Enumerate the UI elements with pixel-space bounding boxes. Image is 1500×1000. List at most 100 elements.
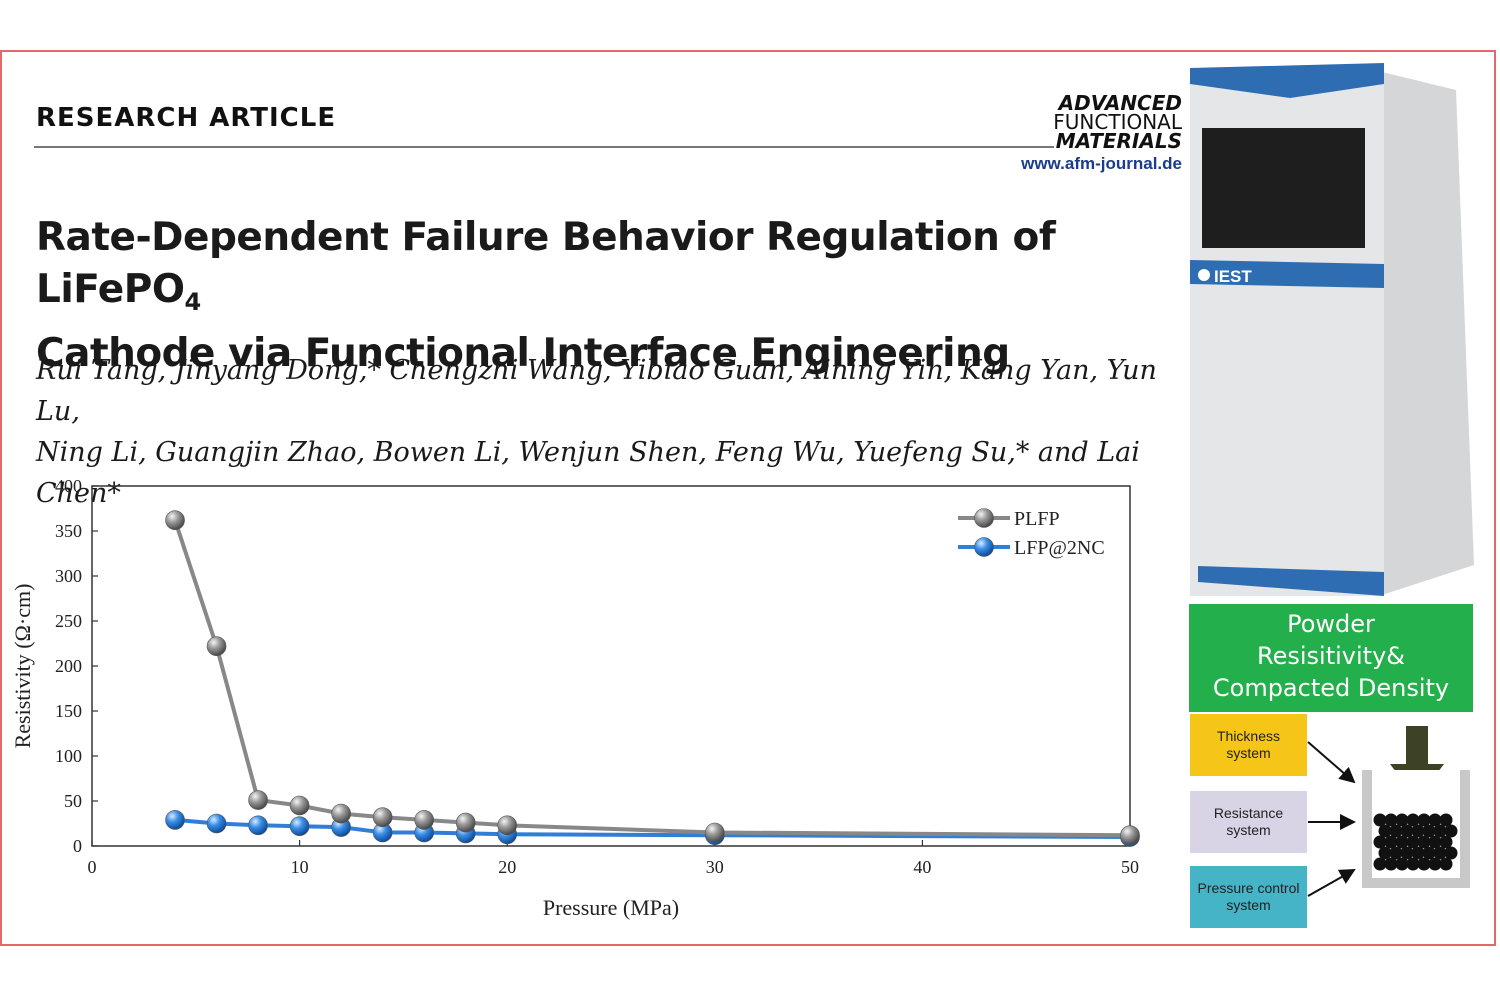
powder-particle	[1384, 835, 1398, 849]
thickness-system-box: Thickness system	[1190, 714, 1307, 776]
y-tick-label: 200	[55, 656, 82, 676]
box-label: system	[1226, 897, 1271, 913]
powder-particle	[1428, 835, 1442, 849]
x-tick-label: 40	[913, 857, 931, 877]
powder-particle	[1428, 857, 1442, 871]
y-tick-label: 150	[55, 701, 82, 721]
y-tick-label: 100	[55, 746, 82, 766]
instrument-illustration: IEST	[1190, 63, 1474, 596]
box-label: Resistance	[1213, 805, 1284, 821]
y-tick-label: 400	[55, 476, 82, 496]
article-title-subscript: 4	[184, 288, 201, 316]
powder-particle	[1444, 846, 1458, 860]
powder-particle	[1417, 857, 1431, 871]
instrument-screen	[1202, 128, 1365, 248]
x-tick-label: 20	[498, 857, 516, 877]
y-tick-label: 0	[73, 836, 82, 856]
y-axis-label: Resistivity (Ω·cm)	[10, 584, 35, 749]
arrow-pressure	[1307, 869, 1356, 897]
powder-particle	[1411, 824, 1425, 838]
powder-particle	[1384, 857, 1398, 871]
article-title-line1: Rate-Dependent Failure Behavior Regulati…	[36, 215, 1056, 312]
x-tick-label: 10	[291, 857, 309, 877]
powder-sample	[1373, 813, 1458, 871]
diagram-heading: Powder Resisitivity& Compacted Density	[1189, 604, 1473, 712]
data-point-PLFP	[704, 822, 725, 843]
powder-particle	[1373, 835, 1387, 849]
powder-particle	[1400, 846, 1414, 860]
data-point-PLFP	[331, 803, 351, 824]
author-list: Rui Tang, Jinyang Dong,* Chengzhi Wang, …	[36, 350, 1176, 514]
powder-particle	[1378, 846, 1392, 860]
powder-particle	[1411, 846, 1425, 860]
data-point-PLFP	[414, 810, 434, 830]
powder-particle	[1439, 813, 1453, 827]
powder-particle	[1378, 824, 1392, 838]
journal-logo-line: ADVANCED	[1058, 91, 1182, 115]
powder-particle	[1406, 813, 1420, 827]
resistance-system-box: Resistance system	[1190, 791, 1307, 853]
powder-particle	[1439, 835, 1453, 849]
arrow-thickness	[1307, 741, 1356, 784]
box-label: Pressure control	[1197, 880, 1300, 896]
author-line: Ning Li, Guangjin Zhao, Bowen Li, Wenjun…	[36, 437, 1140, 509]
data-point-LFP@2NC	[165, 810, 185, 830]
data-point-LFP@2NC	[289, 816, 310, 837]
powder-particle	[1422, 846, 1436, 860]
header-rule	[34, 146, 1054, 148]
x-tick-label: 30	[706, 857, 724, 877]
series-line-PLFP	[173, 519, 1131, 838]
powder-particle	[1444, 824, 1458, 838]
box-label: system	[1226, 822, 1271, 838]
journal-logo-line: MATERIALS	[1055, 129, 1182, 153]
y-tick-label: 50	[64, 791, 82, 811]
powder-particle	[1406, 835, 1420, 849]
powder-particle	[1395, 813, 1409, 827]
powder-particle	[1384, 813, 1398, 827]
powder-particle	[1373, 857, 1387, 871]
instrument-brand-band	[1190, 260, 1384, 288]
data-point-LFP@2NC	[206, 813, 227, 834]
legend-label: LFP@2NC	[1014, 537, 1105, 559]
powder-particle	[1422, 824, 1436, 838]
powder-particle	[1389, 846, 1403, 860]
diagram-heading-line: Resisitivity&	[1257, 642, 1405, 670]
powder-particle	[1433, 846, 1447, 860]
press-cell-diagram	[1307, 726, 1470, 897]
data-point-PLFP	[206, 636, 227, 656]
journal-url[interactable]: www.afm-journal.de	[1021, 154, 1182, 173]
pressure-control-system-box: Pressure control system	[1190, 866, 1307, 928]
data-point-PLFP	[372, 807, 393, 828]
author-line: Rui Tang, Jinyang Dong,* Chengzhi Wang, …	[36, 355, 1157, 427]
article-title: Rate-Dependent Failure Behavior Regulati…	[36, 212, 1156, 380]
powder-particle	[1395, 857, 1409, 871]
data-point-PLFP	[248, 790, 268, 810]
powder-particle	[1406, 857, 1420, 871]
legend-label: PLFP	[1014, 508, 1060, 530]
box-label: system	[1226, 745, 1271, 761]
instrument-top-band	[1190, 63, 1384, 98]
powder-particle	[1400, 824, 1414, 838]
data-point-PLFP	[455, 812, 476, 833]
data-point-LFP@2NC	[248, 815, 268, 836]
powder-particle	[1417, 835, 1431, 849]
instrument-brand: IEST	[1214, 267, 1252, 286]
brand-logo-icon	[1198, 269, 1210, 281]
x-tick-label: 0	[88, 857, 97, 877]
y-tick-label: 350	[55, 521, 82, 541]
diagram-heading-line: Compacted Density	[1212, 674, 1450, 702]
plot-frame	[91, 485, 1131, 847]
data-point-PLFP	[1120, 825, 1140, 846]
powder-particle	[1439, 857, 1453, 871]
journal-logo-line: FUNCTIONAL	[1053, 110, 1182, 134]
data-point-PLFP	[289, 795, 310, 816]
data-point-PLFP	[497, 815, 518, 836]
data-point-PLFP	[165, 510, 185, 531]
diagram-heading-line: Powder	[1287, 610, 1375, 638]
resistivity-chart: 0 50 100 150 200 250 300 350 400 0 10 20 30 40 50 PLF…	[10, 476, 1140, 920]
article-title-line2: Cathode via Functional Interface Enginee…	[36, 331, 1010, 376]
instrument-bottom-band	[1198, 566, 1384, 596]
powder-particle	[1417, 813, 1431, 827]
legend-marker-LFP@2NC	[974, 537, 994, 557]
x-axis-label: Pressure (MPa)	[543, 895, 679, 920]
